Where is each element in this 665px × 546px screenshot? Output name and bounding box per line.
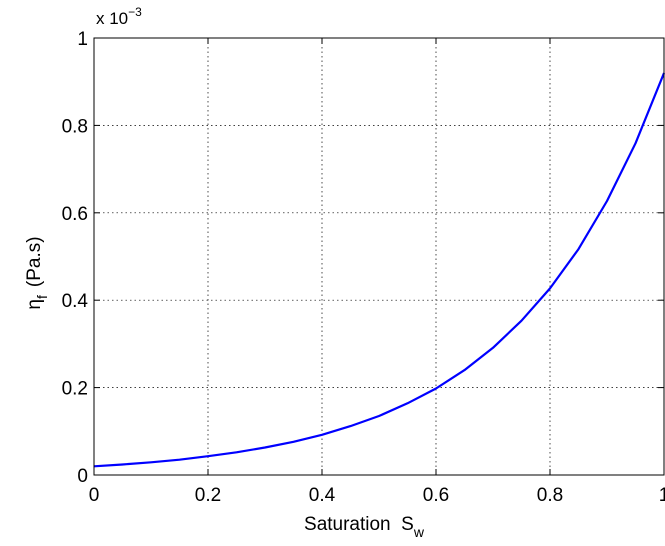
x-tick-labels: 0 0.2 0.4 0.6 0.8 1 — [89, 485, 665, 506]
y-axis-label-subscript: f — [34, 295, 50, 299]
x-tick-label: 1 — [659, 485, 665, 506]
tick-marks — [93, 37, 665, 476]
x-tick-label: 0.4 — [309, 485, 336, 506]
x-axis-label: Saturation Sw — [304, 514, 425, 540]
y-tick-label: 0.6 — [62, 204, 88, 225]
y-tick-label: 0 — [77, 466, 88, 487]
y-tick-labels: 0 0.2 0.4 0.6 0.8 1 — [62, 29, 89, 487]
x-axis-label-text: Saturation S — [304, 514, 414, 535]
y-tick-label: 0.2 — [62, 379, 88, 400]
y-axis-label-units: (Pa.s) — [24, 236, 45, 287]
y-axis-label: ηf (Pa.s) — [24, 236, 50, 309]
x-tick-label: 0.8 — [537, 485, 563, 506]
y-tick-label: 0.4 — [62, 291, 89, 312]
x-axis-label-subscript: w — [413, 524, 425, 540]
y-multiplier-base: x 10 — [96, 9, 128, 28]
x-tick-label: 0.2 — [195, 485, 221, 506]
series-line — [93, 72, 665, 468]
axes-box — [93, 37, 665, 476]
series-layer — [93, 72, 665, 468]
y-multiplier-exponent: −3 — [128, 5, 142, 19]
x-tick-label: 0.6 — [423, 485, 449, 506]
x-tick-label: 0 — [89, 485, 100, 506]
grid-lines — [94, 38, 664, 475]
y-tick-label: 0.8 — [62, 116, 88, 137]
y-tick-label: 1 — [77, 29, 88, 50]
y-multiplier: x 10−3 — [96, 5, 142, 28]
y-axis-label-symbol: η — [24, 299, 45, 310]
